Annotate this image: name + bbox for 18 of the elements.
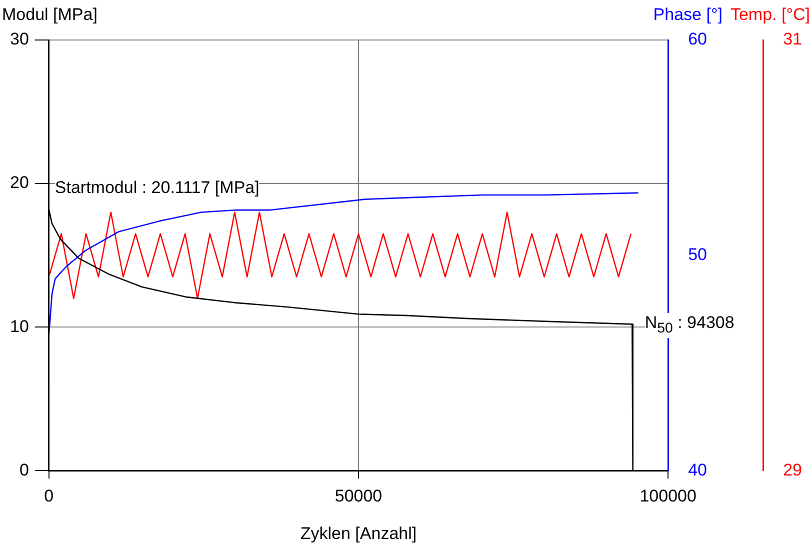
y-tick-label: 20 bbox=[10, 173, 29, 192]
y2-tick-label: 50 bbox=[688, 244, 708, 264]
y2-tick-label: 40 bbox=[688, 460, 708, 480]
y3-axis-title: Temp. [°C] bbox=[730, 5, 810, 24]
annotation: N$_{50}$ : 94308 bbox=[644, 313, 734, 338]
x-tick-label: 0 bbox=[44, 486, 54, 506]
annotation: Startmodul : 20.1117 [MPa] bbox=[54, 178, 260, 198]
x-tick-label: 100000 bbox=[640, 486, 696, 506]
x-axis-title: Zyklen [Anzahl] bbox=[300, 524, 417, 543]
y-axis-title: Modul [MPa] bbox=[2, 5, 98, 24]
x-tick-label: 50000 bbox=[334, 486, 382, 506]
y3-tick-label: 29 bbox=[783, 460, 802, 480]
y-tick-label: 0 bbox=[19, 460, 29, 480]
y2-tick-label: 60 bbox=[688, 30, 708, 49]
y2-axis-title: Phase [°] bbox=[653, 5, 722, 24]
y-tick-label: 10 bbox=[10, 316, 29, 336]
y3-tick-label: 31 bbox=[783, 30, 802, 49]
y-tick-label: 30 bbox=[10, 30, 29, 49]
